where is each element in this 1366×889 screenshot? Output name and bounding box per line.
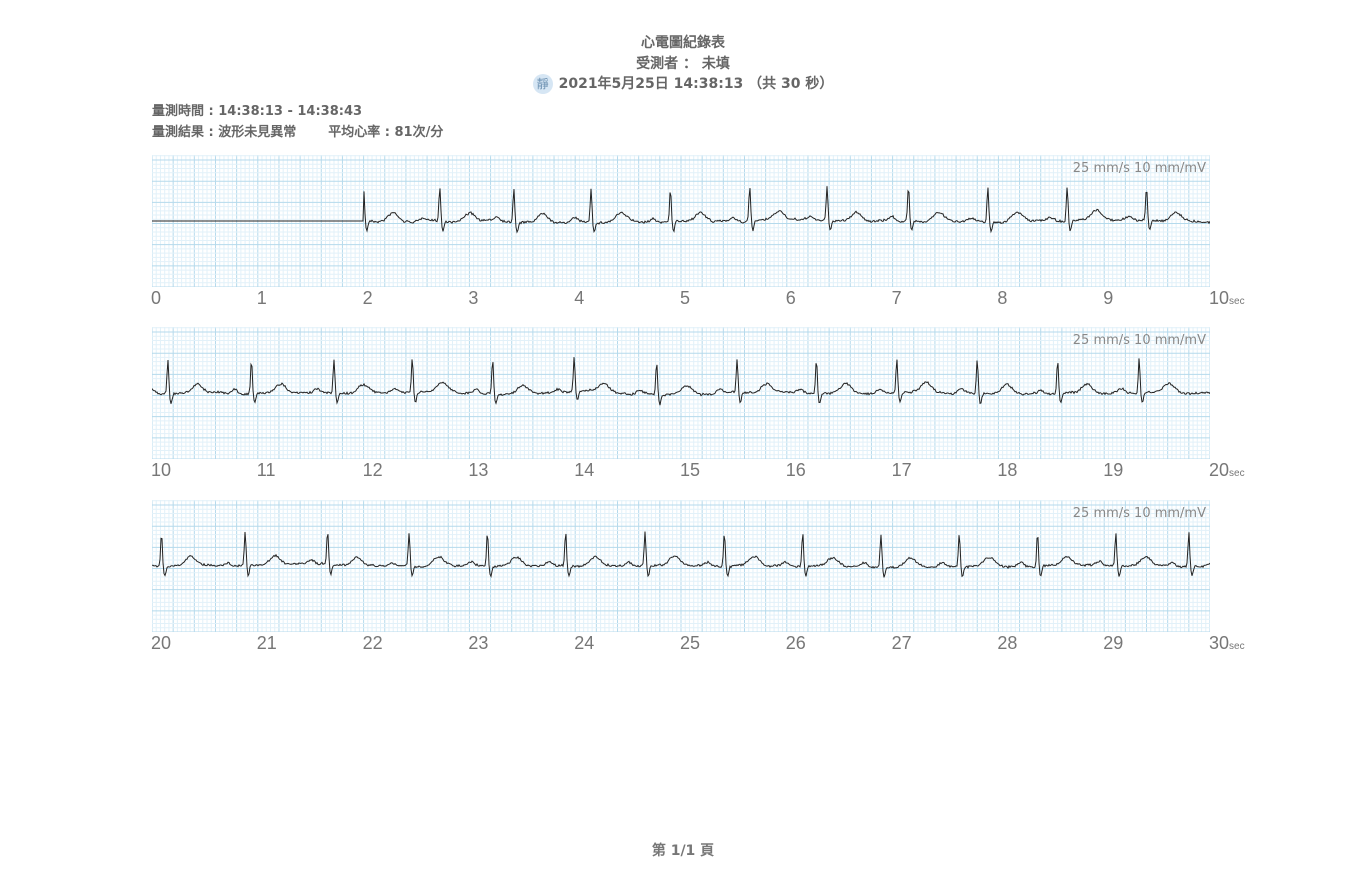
x-tick-label: 29 bbox=[1103, 633, 1124, 653]
x-tick-label: 11 bbox=[256, 460, 276, 480]
x-tick-label: 3 bbox=[468, 288, 479, 308]
x-tick-label: 21 bbox=[256, 633, 277, 653]
unit-label: sec bbox=[1229, 641, 1245, 652]
x-tick-label: 8 bbox=[997, 288, 1008, 308]
record-datetime-row: 靜 2021年5月25日 14:38:13 （共 30 秒） bbox=[0, 73, 1366, 94]
x-tick-label: 1 bbox=[256, 288, 267, 308]
page-number: 第 1/1 頁 bbox=[651, 843, 715, 859]
scale-label: 25 mm/s 10 mm/mV bbox=[1072, 506, 1206, 521]
x-tick-label: 4 bbox=[574, 288, 585, 308]
x-tick-label: 18 bbox=[997, 460, 1018, 480]
measure-result-row: 量測結果 : 波形未見異常 平均心率 : 81次/分 bbox=[152, 121, 443, 140]
measure-result: 量測結果 : 波形未見異常 bbox=[152, 125, 297, 140]
scale-label: 25 mm/s 10 mm/mV bbox=[1072, 333, 1206, 348]
x-tick-label: 0 bbox=[151, 288, 162, 308]
ecg-trace bbox=[152, 186, 1210, 234]
x-tick-label: 2 bbox=[362, 288, 373, 308]
x-tick-label: 25 bbox=[680, 633, 701, 653]
ecg-grid bbox=[152, 155, 1210, 287]
measure-time: 量測時間 : 14:38:13 - 14:38:43 bbox=[152, 104, 363, 119]
x-tick-label: 14 bbox=[574, 460, 595, 480]
x-tick-label: 7 bbox=[891, 288, 902, 308]
x-tick-label: 30sec bbox=[1209, 633, 1245, 653]
x-tick-label: 12 bbox=[362, 460, 383, 480]
x-tick-label: 13 bbox=[468, 460, 489, 480]
unit-label: sec bbox=[1229, 296, 1245, 307]
x-tick-label: 20sec bbox=[1209, 460, 1245, 480]
ecg-grid bbox=[152, 327, 1210, 459]
ecg-strip-1: 25 mm/s 10 mm/mV bbox=[152, 155, 1210, 287]
average-heart-rate: 平均心率 : 81次/分 bbox=[328, 125, 444, 140]
x-tick-label: 10sec bbox=[1209, 288, 1245, 308]
x-tick-label: 19 bbox=[1103, 460, 1124, 480]
report-title: 心電圖紀錄表 bbox=[641, 35, 725, 51]
ecg-grid bbox=[152, 500, 1210, 632]
x-tick-label: 6 bbox=[785, 288, 796, 308]
x-tick-label: 10 bbox=[151, 460, 172, 480]
subject-name: 受測者 ： 未填 bbox=[636, 56, 730, 72]
scale-label: 25 mm/s 10 mm/mV bbox=[1072, 161, 1206, 176]
x-tick-label: 20 bbox=[151, 633, 172, 653]
ecg-trace bbox=[152, 357, 1210, 406]
x-tick-label: 24 bbox=[574, 633, 595, 653]
x-tick-label: 26 bbox=[785, 633, 806, 653]
x-tick-label: 5 bbox=[680, 288, 691, 308]
x-tick-label: 27 bbox=[891, 633, 912, 653]
x-tick-label: 17 bbox=[891, 460, 912, 480]
x-tick-label: 28 bbox=[997, 633, 1018, 653]
ecg-trace bbox=[152, 531, 1210, 579]
unit-label: sec bbox=[1229, 468, 1245, 479]
ecg-strip-3: 25 mm/s 10 mm/mV bbox=[152, 500, 1210, 632]
x-tick-label: 9 bbox=[1103, 288, 1114, 308]
x-tick-label: 22 bbox=[362, 633, 383, 653]
record-datetime: 2021年5月25日 14:38:13 （共 30 秒） bbox=[558, 76, 834, 92]
x-tick-label: 16 bbox=[785, 460, 806, 480]
x-tick-label: 23 bbox=[468, 633, 489, 653]
x-tick-label: 15 bbox=[680, 460, 701, 480]
ecg-strip-2: 25 mm/s 10 mm/mV bbox=[152, 327, 1210, 459]
resting-mode-badge: 靜 bbox=[532, 74, 553, 94]
